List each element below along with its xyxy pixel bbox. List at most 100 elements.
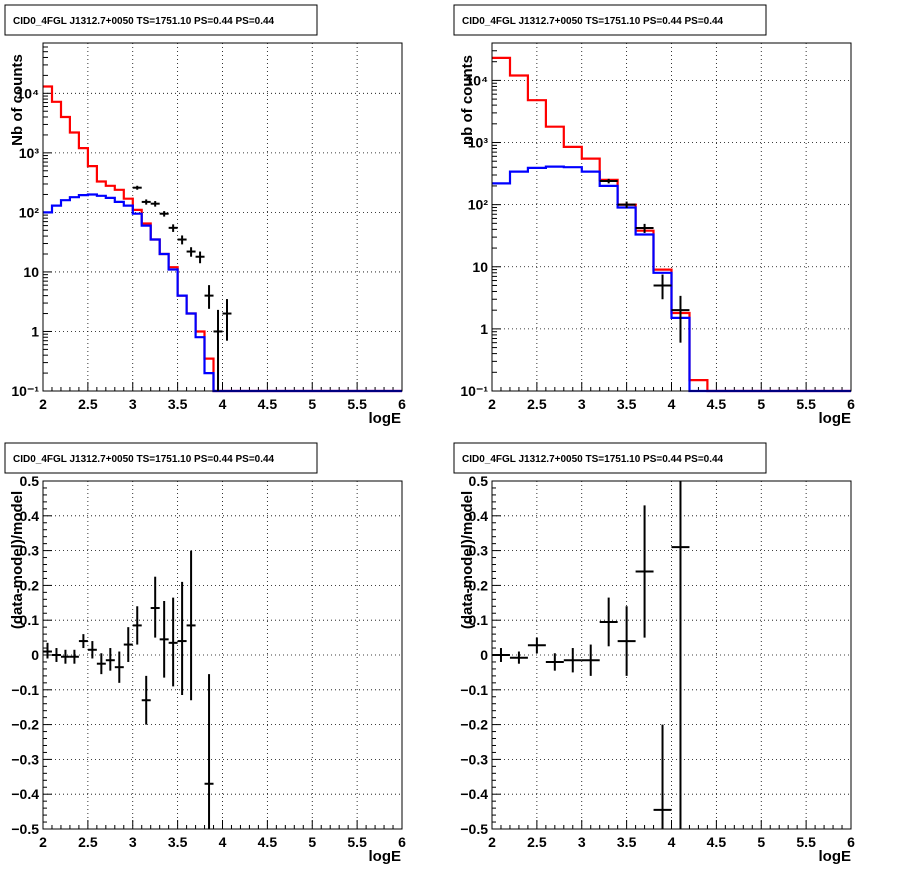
y-axis-label: (data-model)/model (9, 491, 26, 629)
x-tick-label: 5 (757, 396, 765, 412)
x-tick-label: 4 (219, 834, 227, 850)
y-tick-label: −0.1 (11, 682, 39, 698)
data-point (141, 675, 151, 725)
y-tick-label: 0.5 (20, 473, 40, 489)
x-tick-label: 4.5 (707, 396, 727, 412)
title-box (453, 442, 767, 474)
data-point (150, 201, 160, 207)
y-tick-label: −0.2 (460, 717, 488, 733)
data-point (69, 649, 79, 664)
y-tick-label: 10³ (19, 145, 40, 161)
x-tick-label: 3.5 (168, 396, 188, 412)
data-point (43, 642, 52, 659)
data-point (159, 211, 169, 217)
y-tick-label: −0.4 (11, 786, 39, 802)
y-tick-label: −0.1 (460, 682, 488, 698)
data-point (492, 648, 510, 662)
y-tick-label: 10³ (468, 135, 489, 151)
data-point (177, 581, 187, 696)
data-point (563, 648, 582, 673)
data-point (671, 481, 690, 829)
x-tick-label: 6 (398, 396, 406, 412)
grid (492, 481, 851, 829)
data-point (635, 223, 654, 233)
chart-panel-4: CID0_4FGL J1312.7+0050 TS=1751.10 PS=0.4… (453, 442, 855, 865)
y-tick-label: 10 (23, 264, 39, 280)
x-tick-label: 4.5 (707, 834, 727, 850)
x-tick-label: 3.5 (617, 834, 637, 850)
title-box (4, 442, 318, 474)
y-tick-label: 10² (468, 197, 489, 213)
y-tick-label: 0.1 (20, 612, 40, 628)
y-tick-label: 0.4 (469, 508, 489, 524)
data-point (635, 505, 654, 638)
ticks (491, 42, 852, 392)
x-tick-label: 5 (757, 834, 765, 850)
chart-panel-3: CID0_4FGL J1312.7+0050 TS=1751.10 PS=0.4… (4, 442, 406, 865)
y-tick-label: −0.5 (11, 821, 39, 837)
y-tick-label: 0 (31, 647, 39, 663)
data-point (150, 576, 160, 638)
grid (43, 481, 402, 829)
chart-title: CID0_4FGL J1312.7+0050 TS=1751.10 PS=0.4… (462, 454, 724, 465)
series-3 (599, 178, 690, 343)
x-tick-label: 3 (129, 396, 137, 412)
grid (492, 43, 851, 391)
data-point (105, 648, 115, 671)
data-point (168, 224, 178, 232)
data-point (545, 653, 564, 671)
x-tick-label: 5.5 (796, 834, 816, 850)
data-point (87, 641, 97, 659)
plot-frame (42, 480, 403, 830)
x-tick-label: 2.5 (527, 834, 547, 850)
y-tick-label: 0.3 (20, 543, 40, 559)
x-tick-label: 3 (578, 834, 586, 850)
plot-frame (491, 480, 852, 830)
y-tick-label: 1 (31, 323, 39, 339)
y-tick-label: −0.5 (460, 821, 488, 837)
y-tick-label: −0.3 (11, 751, 39, 767)
chart-title: CID0_4FGL J1312.7+0050 TS=1751.10 PS=0.4… (462, 16, 724, 27)
histogram-line (43, 85, 402, 393)
x-tick-label: 2 (488, 396, 496, 412)
y-axis-label: nb of counts (459, 55, 476, 145)
plot-frame (491, 42, 852, 392)
x-tick-label: 6 (847, 396, 855, 412)
series-2 (492, 165, 851, 393)
data-point (168, 597, 178, 687)
data-point (60, 649, 70, 664)
plot-frame (42, 42, 403, 392)
x-tick-label: 4 (668, 834, 676, 850)
y-tick-label: 0.2 (469, 577, 489, 593)
data-point (195, 251, 205, 264)
series-1 (492, 481, 690, 829)
data-point (599, 178, 618, 184)
data-point (509, 651, 528, 664)
histogram-line (492, 165, 851, 393)
ticks (491, 480, 852, 830)
y-axis-label: Nb of counts (9, 54, 26, 146)
y-tick-label: 0.2 (20, 577, 40, 593)
chart-title: CID0_4FGL J1312.7+0050 TS=1751.10 PS=0.4… (13, 454, 275, 465)
title-box (453, 4, 767, 36)
data-point (186, 550, 196, 701)
y-tick-label: 0.3 (469, 543, 489, 559)
x-axis-label: logE (369, 410, 402, 427)
y-tick-label: 10⁻¹ (460, 383, 488, 399)
x-axis-label: logE (819, 410, 852, 427)
data-point (186, 247, 196, 257)
data-point (653, 274, 672, 300)
y-axis-label: (data-model)/model (459, 491, 476, 629)
x-tick-label: 5.5 (796, 396, 816, 412)
data-point (123, 627, 133, 662)
data-point (204, 285, 214, 309)
x-tick-label: 2.5 (78, 834, 98, 850)
title-box (4, 4, 318, 36)
data-point (204, 674, 214, 829)
x-tick-label: 4 (668, 396, 676, 412)
data-point (653, 724, 672, 829)
data-point (177, 235, 187, 245)
x-tick-label: 2.5 (78, 396, 98, 412)
chart-panel-2: CID0_4FGL J1312.7+0050 TS=1751.10 PS=0.4… (453, 4, 855, 427)
